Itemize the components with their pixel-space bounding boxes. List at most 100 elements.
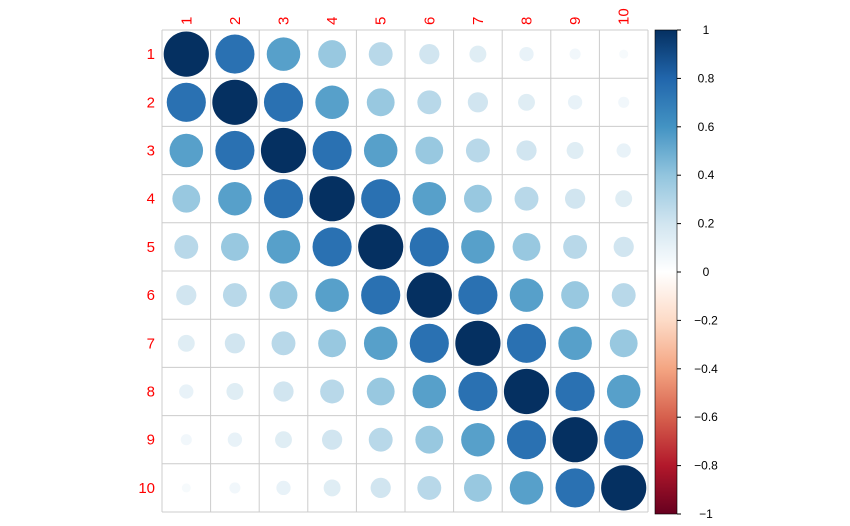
corr-circle-7-2 [224,333,246,354]
corr-circle-10-1 [181,483,191,493]
corr-circle-10-9 [555,468,595,508]
corr-circle-9-4 [321,429,343,450]
corr-circle-4-6 [412,181,447,216]
corr-circle-10-6 [417,475,442,500]
corr-circle-5-5 [358,224,404,270]
corr-circle-3-2 [215,130,255,171]
corr-circle-5-4 [312,227,352,267]
corr-circle-4-8 [514,186,539,211]
corr-circle-1-9 [569,48,581,60]
corr-circle-2-10 [618,96,630,108]
corr-circle-1-3 [266,37,301,71]
colorbar-tick-label: −0.8 [694,459,718,473]
corr-circle-6-2 [222,283,247,308]
corr-circle-9-2 [227,432,243,447]
corr-circle-1-7 [469,45,487,63]
corr-circle-7-8 [506,323,547,363]
corr-circle-7-4 [318,329,347,358]
row-label: 2 [147,94,155,111]
column-label: 9 [567,17,584,25]
corr-circle-8-2 [226,383,244,400]
corr-circle-6-4 [315,278,349,312]
corr-circle-10-3 [276,480,291,496]
corr-circle-1-5 [368,42,393,67]
corr-circle-3-6 [415,136,444,165]
corr-circle-3-3 [260,127,307,174]
corr-circle-5-9 [563,234,588,259]
corr-circle-8-4 [320,379,345,404]
corr-circle-2-5 [366,88,395,117]
corr-circle-6-5 [361,275,401,315]
colorbar-tick-label: 1 [703,23,710,37]
column-label: 7 [470,17,487,25]
corr-circle-3-7 [465,138,490,163]
corr-circle-6-7 [458,275,498,315]
corr-circle-1-1 [163,31,209,77]
column-label: 3 [276,17,293,25]
corr-circle-9-6 [415,425,444,454]
corr-circle-2-1 [166,82,206,122]
corr-circle-4-9 [564,188,586,209]
colorbar-tick-label: 0.8 [698,71,715,85]
corr-circle-4-1 [172,184,201,213]
colorbar-tick-label: 0 [703,265,710,279]
corr-circle-8-5 [366,377,395,406]
corr-circle-2-8 [518,93,535,111]
corr-circle-8-9 [555,371,595,412]
color-scale-bar [654,29,678,515]
corr-circle-9-8 [506,420,547,460]
corr-circle-9-1 [180,434,192,446]
corr-circle-4-3 [263,179,304,219]
corr-circle-9-9 [552,417,598,463]
column-label: 8 [519,17,536,25]
row-label: 3 [147,143,155,160]
colorbar-tick-label: 0.4 [698,168,715,182]
corr-circle-10-8 [509,471,544,505]
corr-circle-10-2 [229,482,241,494]
colorbar-tick-label: −1 [699,507,713,521]
corr-circle-6-9 [561,281,590,310]
corr-circle-2-3 [263,82,304,122]
row-label: 9 [147,432,155,449]
corr-circle-1-8 [519,46,534,62]
corr-circle-4-5 [361,179,401,219]
corr-circle-6-3 [269,281,298,310]
row-label: 1 [147,46,155,63]
colorbar-tick-label: 0.6 [698,120,715,134]
row-labels: 1 2 3 4 5 6 7 8 9 10 [138,46,155,497]
corr-circle-8-6 [412,374,447,409]
color-legend: 1 0.8 0.6 0.4 0.2 0 −0.2 −0.4 −0.6 −0.8 −1 [654,23,718,521]
corr-circle-8-3 [273,381,294,402]
corr-circle-7-1 [177,334,195,352]
corr-circle-4-2 [218,181,252,216]
corr-circle-4-4 [309,176,355,222]
column-label: 5 [373,17,390,25]
corr-circle-1-10 [619,49,629,59]
corr-circle-8-8 [503,368,550,415]
corr-circle-1-6 [419,43,440,65]
corr-circle-8-1 [179,384,194,399]
corr-circle-10-7 [463,473,492,502]
corr-circle-5-8 [512,232,541,261]
corr-circle-6-6 [406,272,452,318]
row-label: 4 [147,191,155,208]
column-label: 2 [227,17,244,25]
column-labels: 1 2 3 4 5 6 7 8 9 10 [178,8,632,25]
colorbar-tick-label: −0.6 [694,410,718,424]
corr-circle-4-7 [463,184,492,213]
colorbar-tick-label: −0.4 [694,362,718,376]
corr-circle-7-10 [609,329,638,358]
corr-circle-9-7 [461,422,495,457]
corr-circle-2-9 [567,95,583,110]
corr-circle-5-3 [266,230,301,264]
corr-circle-9-3 [275,431,292,449]
corr-circle-9-10 [604,420,644,460]
corr-circle-10-10 [601,465,647,511]
colorbar-tick-label: 0.2 [698,217,715,231]
corr-circle-10-5 [370,477,391,499]
corr-circle-5-2 [220,232,249,261]
corr-circle-6-8 [509,278,544,312]
corr-circle-1-2 [215,34,255,74]
corr-circle-9-5 [368,427,393,452]
corr-circle-3-5 [363,133,398,168]
